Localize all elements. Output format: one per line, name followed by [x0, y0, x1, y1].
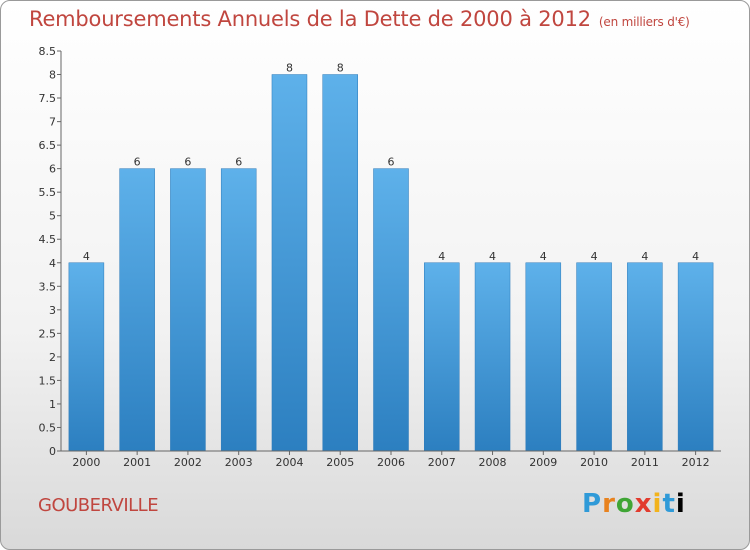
bar-value-label: 8	[286, 62, 293, 75]
bar-value-label: 6	[235, 156, 242, 169]
title-text: Remboursements Annuels de la Dette de 20…	[29, 7, 591, 31]
bar-value-label: 6	[388, 156, 395, 169]
y-tick-label: 8	[49, 69, 56, 82]
y-tick-label: 1.5	[39, 374, 57, 387]
y-tick-label: 4	[49, 257, 56, 270]
x-tick-label: 2002	[174, 456, 202, 469]
bar	[119, 168, 155, 452]
bar	[576, 262, 612, 452]
y-tick-label: 7	[49, 116, 56, 129]
bar	[373, 168, 409, 452]
logo-letter: o	[615, 489, 635, 519]
x-tick-label: 2001	[123, 456, 151, 469]
chart-title: Remboursements Annuels de la Dette de 20…	[29, 7, 690, 31]
bar	[68, 262, 105, 452]
x-tick-label: 2003	[225, 456, 253, 469]
y-tick-label: 8.5	[39, 45, 57, 58]
proxiti-logo: Proxiti	[582, 489, 686, 519]
x-tick-label: 2006	[377, 456, 405, 469]
logo-letter: t	[662, 489, 676, 519]
bar-value-label: 4	[489, 250, 496, 263]
y-tick-label: 0.5	[39, 421, 57, 434]
bar	[220, 168, 257, 452]
chart-subtitle: (en milliers d'€)	[598, 15, 690, 29]
x-tick-label: 2010	[580, 456, 608, 469]
y-tick-label: 4.5	[39, 233, 57, 246]
bar-value-label: 4	[641, 250, 648, 263]
bar-value-label: 6	[184, 156, 191, 169]
bar-value-label: 4	[438, 250, 445, 263]
y-tick-label: 3.5	[39, 280, 57, 293]
x-tick-label: 2004	[275, 456, 303, 469]
y-tick-label: 5.5	[39, 186, 57, 199]
bars: 4 6 6 6 8 8 6 4 4 4 4 4 4	[68, 62, 714, 452]
bar	[271, 74, 308, 452]
x-tick-label: 2012	[682, 456, 710, 469]
bar-value-label: 6	[134, 156, 141, 169]
bar	[627, 262, 663, 452]
x-tick-label: 2009	[529, 456, 557, 469]
logo-letter: x	[634, 489, 653, 519]
bar-value-label: 8	[337, 62, 344, 75]
bar-value-label: 4	[692, 250, 699, 263]
bar	[525, 262, 562, 452]
y-tick-label: 6	[49, 163, 56, 176]
x-tick-label: 2000	[72, 456, 100, 469]
y-tick-label: 2	[49, 351, 56, 364]
bar	[474, 262, 511, 452]
y-tick-label: 6.5	[39, 139, 57, 152]
bar-value-label: 4	[83, 250, 90, 263]
logo-letter: r	[602, 489, 616, 519]
bar-value-label: 4	[540, 250, 547, 263]
y-tick-label: 2.5	[39, 327, 57, 340]
x-tick-label: 2005	[326, 456, 354, 469]
town-name: GOUBERVILLE	[38, 495, 159, 516]
y-tick-label: 7.5	[39, 92, 57, 105]
x-tick-label: 2007	[428, 456, 456, 469]
y-tick-label: 5	[49, 210, 56, 223]
y-axis: 0 0.5 1 1.5 2 2.5 3 3.5 4 4.5 5 5.5 6 6.5 7 7.5 8 8.5	[39, 45, 62, 458]
bar	[322, 74, 358, 452]
bar-value-label: 4	[591, 250, 598, 263]
y-tick-label: 3	[49, 304, 56, 317]
x-tick-label: 2008	[479, 456, 507, 469]
x-axis: 2000 2001 2002 2003 2004 2005 2006 2007 2008 2009…	[61, 450, 721, 469]
bar	[677, 262, 714, 452]
x-tick-label: 2011	[631, 456, 659, 469]
bar	[170, 168, 206, 452]
logo-letter: P	[582, 489, 603, 519]
logo-letter: i	[652, 489, 663, 519]
logo-letter: i	[675, 489, 686, 519]
bar	[424, 262, 460, 452]
y-tick-label: 1	[49, 398, 56, 411]
y-tick-label: 0	[49, 445, 56, 458]
